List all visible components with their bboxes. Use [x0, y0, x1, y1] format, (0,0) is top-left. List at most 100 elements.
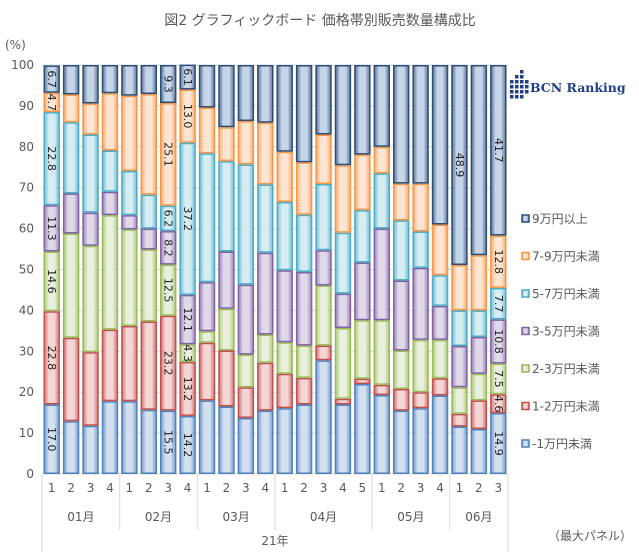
bar-segment-1-2万円未満 — [393, 388, 410, 411]
x-tick-month: 05月 — [397, 510, 424, 524]
bar-segment-5-7万円未満 — [43, 112, 60, 206]
bar-stack — [276, 65, 293, 474]
bar-segment-9万円以上 — [431, 65, 449, 225]
bar-segment-7-9万円未満 — [373, 146, 391, 174]
bar-segment-9万円以上 — [451, 65, 468, 266]
bar-segment--1万円未満 — [295, 404, 313, 474]
bar-segment--1万円未満 — [218, 406, 235, 475]
bar-segment-9万円以上 — [121, 65, 138, 96]
x-tick-week: 3 — [320, 481, 328, 495]
bar-stack — [334, 65, 352, 474]
legend-swatch-icon — [521, 251, 530, 261]
bar-segment-5-7万円未満 — [354, 210, 371, 263]
bar-segment-2-3万円未満 — [315, 285, 332, 346]
bar-segment-2-3万円未満 — [237, 354, 255, 388]
bar-segment-7-9万円未満 — [295, 162, 313, 215]
bar-segment-1-2万円未満 — [470, 400, 488, 430]
y-tick-label: 60 — [19, 222, 34, 236]
bar-segment-1-2万円未満 — [315, 345, 332, 361]
y-tick-label: 0 — [26, 467, 34, 481]
x-tick-week: 4 — [184, 481, 192, 495]
bar-segment-5-7万円未満 — [198, 153, 216, 283]
bar-segment-5-7万円未満 — [393, 220, 410, 281]
logo-dot — [510, 90, 514, 94]
bar-segment-9万円以上 — [412, 65, 429, 184]
bar-segment-3-5万円未満 — [295, 271, 313, 346]
y-axis-unit-label: (%) — [5, 38, 26, 52]
legend-label: -1万円未満 — [532, 437, 592, 451]
x-tick-week: 3 — [87, 481, 95, 495]
legend-swatch-icon — [521, 439, 530, 448]
bar-segment-7-9万円未満 — [451, 265, 468, 311]
x-tick-week: 4 — [106, 481, 114, 495]
x-tick-week: 1 — [281, 481, 289, 495]
x-tick-week: 1 — [203, 481, 211, 495]
x-tick-week: 1 — [126, 481, 134, 495]
bar-segment-3-5万円未満 — [179, 294, 196, 345]
bar-segment--1万円未満 — [257, 410, 274, 475]
data-label: 14.2 — [181, 433, 194, 458]
logo-dot — [520, 90, 524, 94]
bar-segment-1-2万円未満 — [101, 329, 119, 402]
bar-segment-5-7万円未満 — [160, 205, 177, 232]
bar-segment-3-5万円未満 — [334, 293, 352, 328]
y-tick-label: 20 — [19, 385, 34, 399]
x-tick-week: 3 — [164, 481, 172, 495]
legend-swatch-icon — [521, 364, 530, 373]
bar-segment-5-7万円未満 — [101, 150, 119, 192]
bar-segment-3-5万円未満 — [412, 267, 429, 340]
data-label: 37.2 — [181, 207, 194, 232]
legend-swatch-icon — [521, 289, 530, 298]
bar-segment-2-3万円未満 — [179, 344, 196, 362]
data-label: 6.2 — [162, 210, 175, 228]
bar-segment-3-5万円未満 — [373, 228, 391, 321]
bar-segment-7-9万円未満 — [315, 134, 332, 185]
bar-segment-1-2万円未満 — [354, 378, 371, 385]
bar-segment-9万円以上 — [82, 65, 99, 104]
x-tick-week: 1 — [48, 481, 56, 495]
bar-segment--1万円未満 — [237, 417, 255, 475]
bar-segment--1万円未満 — [373, 395, 391, 474]
logo-dot — [515, 85, 519, 89]
bar-segment-9万円以上 — [198, 65, 216, 108]
logo-dots-icon — [510, 70, 529, 99]
bar-segment-9万円以上 — [393, 65, 410, 184]
bar-segment-1-2万円未満 — [334, 398, 352, 405]
bar-stack: 14.2 13.2 4.3 12.1 37.2 13.0 6.1 — [179, 64, 196, 474]
bar-segment-3-5万円未満 — [198, 282, 216, 332]
bar-segment-1-2万円未満 — [257, 362, 274, 411]
bar-segment--1万円未満 — [121, 401, 138, 474]
bar-segment-5-7万円未満 — [257, 184, 274, 253]
logo-dot — [520, 95, 524, 99]
bar-segment-5-7万円未満 — [237, 164, 255, 285]
x-tick-month: 04月 — [310, 510, 337, 524]
bar-segment-7-9万円未満 — [354, 154, 371, 211]
data-label: 4.6 — [492, 395, 505, 413]
logo-dot — [510, 85, 514, 89]
data-label: 15.5 — [162, 430, 175, 455]
x-tick-week: 4 — [339, 481, 347, 495]
bar-segment-2-3万円未満 — [451, 387, 468, 414]
bar-segment-3-5万円未満 — [490, 319, 507, 364]
bar-segment-1-2万円未満 — [237, 387, 255, 418]
bar-segment-9万円以上 — [218, 65, 235, 128]
bar-segment--1万円未満 — [431, 395, 449, 474]
bar-segment-2-3万円未満 — [334, 327, 352, 399]
bar-segment-2-3万円未満 — [62, 233, 80, 338]
bar-segment-7-9万円未満 — [490, 235, 507, 288]
bar-segment-9万円以上 — [237, 65, 255, 122]
bar-segment-7-9万円未満 — [101, 93, 119, 151]
bar-segment-2-3万円未満 — [140, 249, 157, 322]
bar-segment--1万円未満 — [62, 421, 80, 475]
bar-segment-7-9万円未満 — [431, 224, 449, 276]
logo-dot — [525, 80, 529, 84]
bar-segment-5-7万円未満 — [334, 232, 352, 294]
data-label: 12.5 — [162, 278, 175, 303]
bar-segment-3-5万円未満 — [354, 262, 371, 321]
x-tick-month: 06月 — [465, 510, 492, 524]
bar-segment-3-5万円未満 — [237, 284, 255, 355]
bar-segment-9万円以上 — [160, 65, 177, 104]
bar-segment-5-7万円未満 — [295, 214, 313, 272]
bar-segment-1-2万円未満 — [198, 342, 216, 401]
bar-segment-3-5万円未満 — [315, 250, 332, 286]
